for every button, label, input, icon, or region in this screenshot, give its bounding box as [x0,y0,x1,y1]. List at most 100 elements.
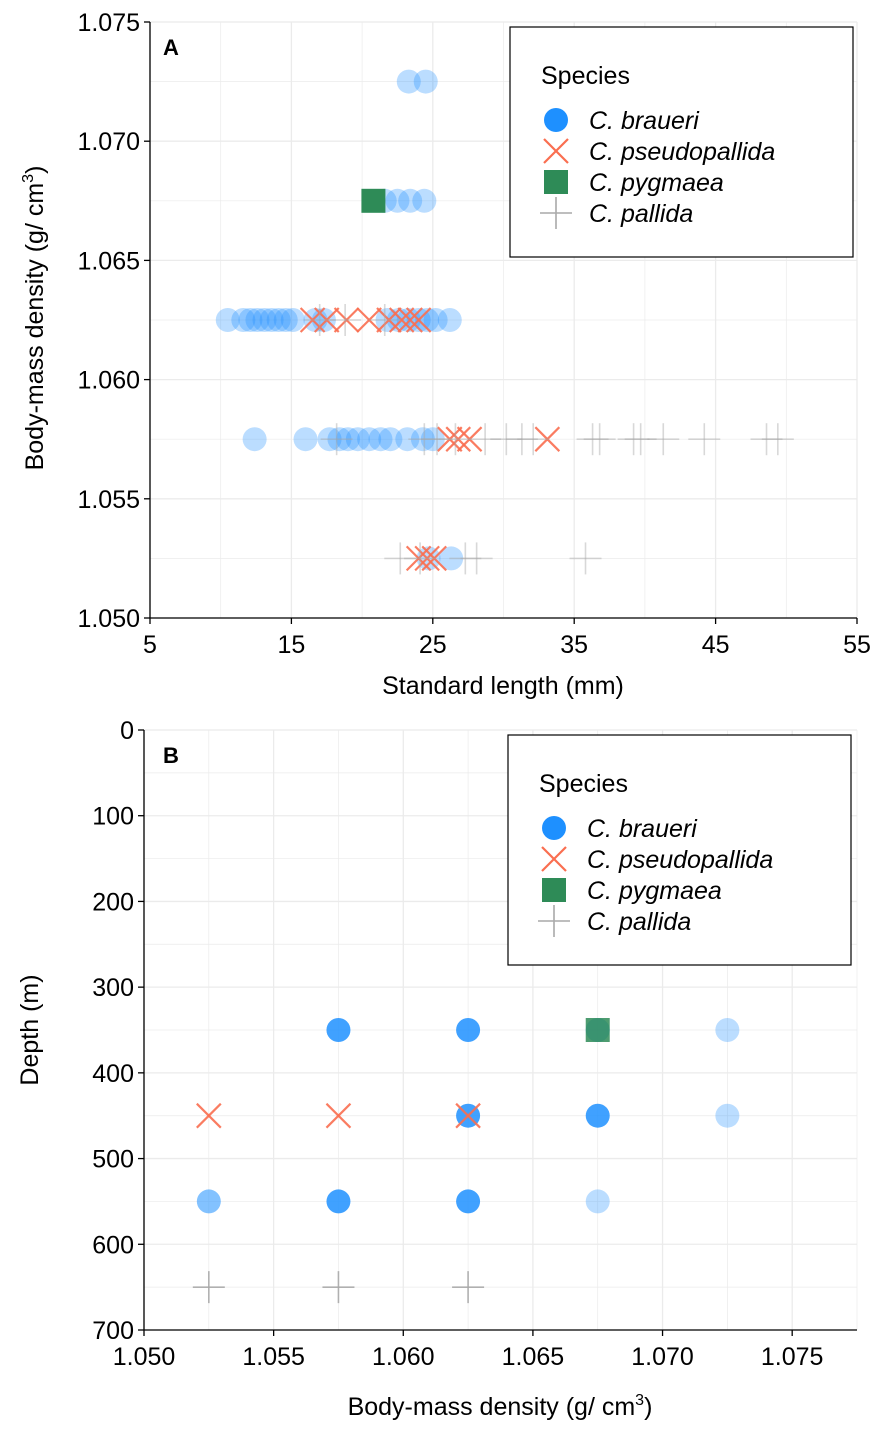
panel-b-point-pseudopallida [455,1102,481,1129]
panel-b-x-tick-label: 1.060 [372,1343,435,1371]
panel-a-point-pallida [647,423,680,456]
panel-a-point-braueri [335,427,360,452]
panel-b-label: B [163,743,179,768]
panel-b-legend-label-pallida: C. pallida [587,908,691,936]
panel-a-point-pallida [517,423,550,456]
panel-a-x-tick-label: 55 [843,631,871,659]
panel-a-y-axis-title-main: Body-mass density (g/ cm [21,183,49,471]
panel-a-point-pallida [368,304,401,336]
panel-a-point-braueri [317,427,342,452]
panel-b-x-tick-label: 1.055 [242,1343,305,1371]
panel-a-point-pseudopallida [436,426,463,452]
panel-b-legend-label-braueri: C. braueri [587,815,698,843]
panel-b-x-axis-title: Body-mass density (g/ cm3) [348,1392,653,1421]
panel-b-legend-key-braueri [542,816,566,840]
panel-b-legend-label-pseudopallida: C. pseudopallida [587,846,773,874]
panel-a-point-braueri [368,427,393,452]
panel-a: 5 15 25 35 45 55 1.050 1.055 1.060 1.065 1.070 1.07… [20,9,871,700]
panel-a-point-pallida [320,423,353,456]
panel-b-point-braueri [585,1189,610,1214]
panel-a-point-braueri [415,308,440,332]
panel-a-y-tick-label: 1.065 [77,247,140,275]
panel-b-x-axis-title-main: Body-mass density (g/ cm [348,1393,636,1421]
panel-a-legend-label-braueri: C. braueri [589,107,700,135]
panel-b-legend-key-pseudopallida [541,846,567,872]
panel-a-point-pseudopallida [299,307,326,333]
panel-a-point-braueri [345,427,370,452]
panel-b-y-tick-label: 0 [120,717,134,745]
panel-b-points [192,1018,740,1304]
panel-a-x-tick-label: 15 [277,631,305,659]
panel-b-x-axis-title-tail: ) [644,1393,652,1421]
panel-a-point-braueri [439,546,464,571]
panel-a-y-axis-title-superscript: 3 [20,174,37,183]
panel-a-y-axis-title-tail: ) [21,166,49,174]
panel-a-point-pallida [583,423,616,456]
panel-a-y-tick-label: 1.050 [77,605,140,633]
panel-a-point-braueri [238,308,263,332]
panel-a-point-braueri [398,188,423,213]
panel-b-x-tick-label: 1.065 [502,1343,565,1371]
panel-b-point-braueri [196,1189,221,1214]
panel-a-point-braueri [327,427,352,452]
panel-a-point-braueri [245,308,270,332]
panel-a-point-pallida [469,423,502,456]
panel-a-point-pallida [617,423,650,456]
panel-a-points [215,69,794,575]
panel-a-x-tick-label: 5 [143,631,157,659]
panel-b-legend-title: Species [539,770,628,798]
panel-a-point-braueri [242,427,267,452]
panel-a-x-tick-label: 25 [419,631,447,659]
panel-b-x-tick-label: 1.075 [761,1343,824,1371]
panel-a-legend-label-pygmaea: C. pygmaea [589,169,724,197]
panel-a-point-braueri [437,308,462,332]
panel-b-x-tick-label: 1.070 [631,1343,694,1371]
panel-b-point-braueri [326,1018,351,1042]
panel-a-point-braueri [231,308,256,332]
panel-a-point-pallida [384,542,417,575]
panel-b-y-tick-label: 400 [92,1060,134,1088]
panel-a-ticks: 5 15 25 35 45 55 1.050 1.055 1.060 1.065 1.070 1.07… [77,9,870,659]
panel-b-point-braueri [715,1018,740,1042]
panel-b-ticks: 1.050 1.055 1.060 1.065 1.070 1.075 0 100 200 300… [92,717,823,1371]
panel-b-legend-box [507,734,852,966]
panel-a-point-pallida [576,423,609,456]
panel-a-x-tick-label: 45 [702,631,730,659]
panel-a-point-pseudopallida [456,426,483,452]
panel-b-y-tick-label: 100 [92,803,134,831]
panel-a-point-braueri [259,308,284,332]
panel-a-point-pseudopallida [445,426,472,452]
panel-b-y-tick-label: 300 [92,974,134,1002]
panel-a-point-braueri [413,69,438,94]
panel-a-y-tick-label: 1.070 [77,128,140,156]
panel-b-point-pygmaea [585,1018,610,1042]
panel-a-point-pallida [329,304,362,336]
panel-b-point-pallida [452,1271,485,1304]
panel-a-point-pallida [505,423,538,456]
panel-a-legend-label-pseudopallida: C. pseudopallida [589,138,775,166]
panel-a-point-pallida [490,423,523,456]
panel-b-legend: Species C. braueri C. pseudopallida C. pyg… [507,734,852,966]
panel-a-point-pallida [624,423,657,456]
panel-a-point-pygmaea [361,188,386,213]
panel-a-point-braueri [385,188,410,213]
panel-a-point-braueri [396,69,421,94]
panel-a-point-pseudopallida [421,545,447,572]
panel-b-y-axis-title: Depth (m) [16,974,44,1085]
panel-a-point-pallida [761,423,794,456]
panel-b-point-braueri [326,1189,351,1214]
panel-b-legend-label-pygmaea: C. pygmaea [587,877,722,905]
panel-b-y-tick-label: 500 [92,1146,134,1174]
panel-a-x-axis-title: Standard length (mm) [382,672,624,700]
panel-a-point-pseudopallida [333,307,360,333]
panel-a-point-pallida [421,423,454,456]
panel-b-point-braueri [456,1189,481,1214]
panel-a-legend-label-pallida: C. pallida [589,200,693,228]
panel-a-point-braueri [280,308,305,332]
panel-b-x-tick-label: 1.050 [113,1343,176,1371]
panel-a-legend-key-pseudopallida [543,138,569,164]
panel-b-x-axis-title-superscript: 3 [635,1392,644,1409]
panel-a-point-pallida [439,423,472,456]
panel-a-point-braueri [395,427,420,452]
panel-a-point-pseudopallida [376,307,402,333]
